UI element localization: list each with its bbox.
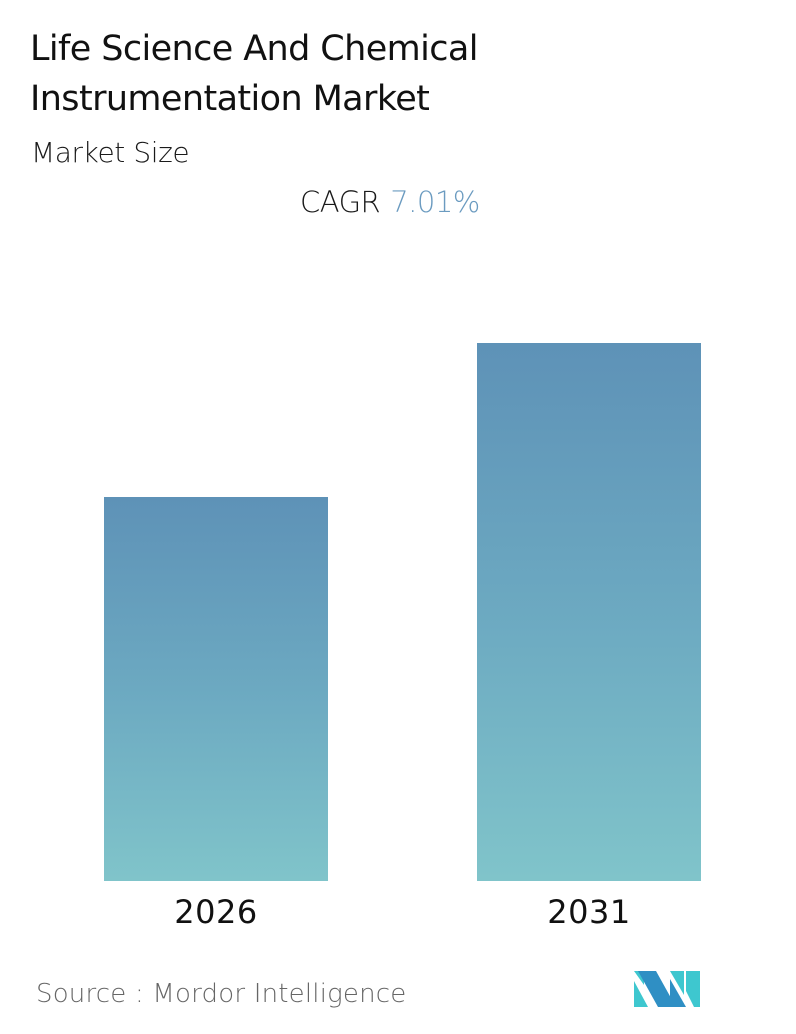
bar-2026 — [104, 497, 328, 881]
cagr-label: CAGR — [300, 185, 381, 219]
mordor-intelligence-logo-icon — [634, 971, 700, 1007]
cagr-annotation: CAGR 7.01% — [300, 185, 480, 219]
cagr-value: 7.01% — [390, 185, 480, 219]
source-text: Source : Mordor Intelligence — [36, 979, 407, 1009]
chart-subtitle: Market Size — [31, 136, 190, 169]
bar-2031 — [477, 343, 701, 881]
chart-title: Life Science And Chemical Instrumentatio… — [30, 29, 478, 119]
x-label-2031: 2031 — [547, 893, 631, 931]
x-label-2026: 2026 — [174, 893, 258, 931]
